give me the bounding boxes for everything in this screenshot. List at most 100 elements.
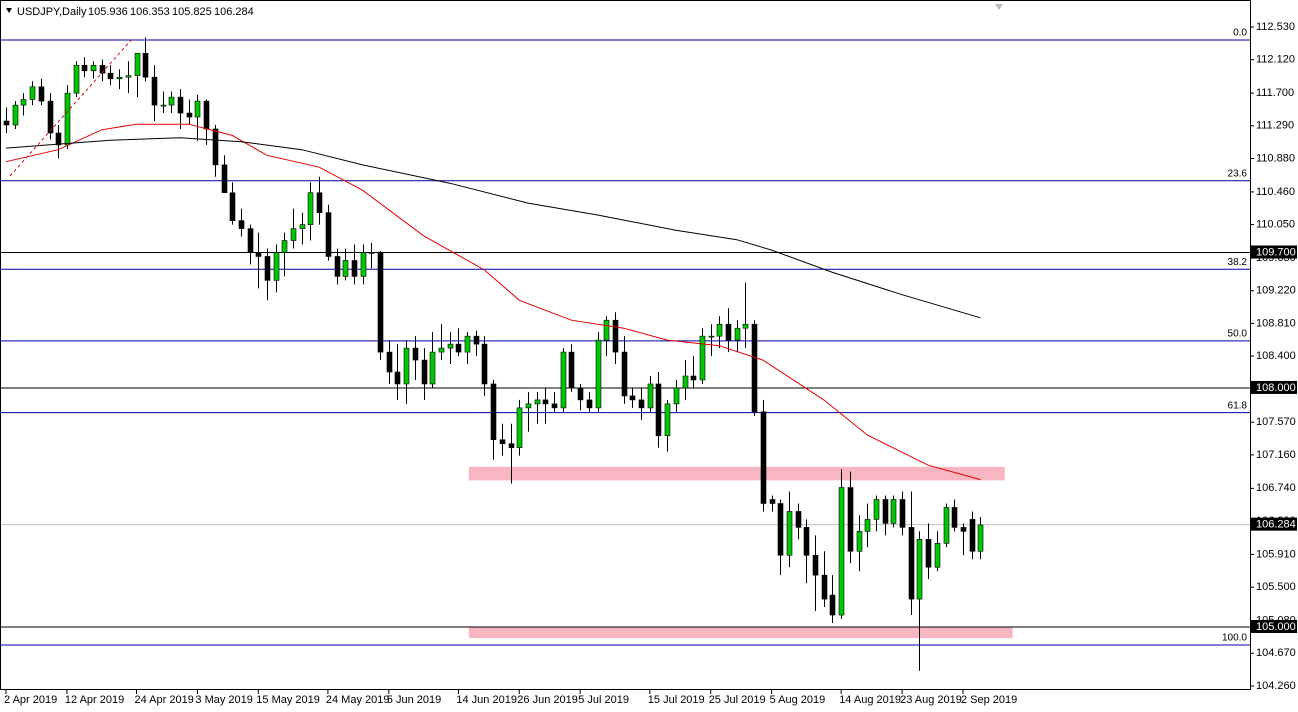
candle-body-down bbox=[812, 554, 819, 576]
y-tick-label: 104.670 bbox=[1256, 647, 1296, 659]
candle-body-down bbox=[186, 112, 193, 118]
candle-body-down bbox=[969, 519, 976, 552]
candle-body-down bbox=[499, 439, 506, 445]
candle-body-down bbox=[960, 527, 967, 532]
candle-body-up bbox=[90, 64, 97, 72]
candle-body-down bbox=[325, 212, 332, 257]
candle-body-down bbox=[255, 252, 262, 257]
candle-body-down bbox=[238, 220, 245, 229]
price-label: 108.000 bbox=[1256, 382, 1296, 394]
candle-body-down bbox=[899, 499, 906, 528]
candle-body-up bbox=[290, 228, 297, 241]
candle-body-up bbox=[73, 64, 80, 94]
candle-body-down bbox=[777, 503, 784, 556]
moving-average bbox=[5, 137, 981, 319]
x-tick-label: 24 Apr 2019 bbox=[135, 694, 194, 706]
candle-body-down bbox=[386, 351, 393, 373]
price-label: 105.000 bbox=[1256, 621, 1296, 633]
candle-body-up bbox=[281, 240, 288, 253]
candle-body-up bbox=[429, 351, 436, 385]
candle-body-up bbox=[360, 252, 367, 277]
menu-arrow[interactable] bbox=[6, 8, 12, 13]
y-tick-label: 108.810 bbox=[1256, 317, 1296, 329]
ohlc-value: 105.936 bbox=[88, 6, 128, 18]
candle-body-down bbox=[3, 120, 10, 126]
candle-body-down bbox=[638, 399, 645, 409]
candle-body-up bbox=[734, 327, 741, 341]
candle-body-down bbox=[455, 343, 462, 353]
candle-body-down bbox=[81, 64, 88, 72]
x-tick-label: 2 Sep 2019 bbox=[961, 694, 1017, 706]
x-tick-label: 5 Jun 2019 bbox=[387, 694, 441, 706]
x-tick-label: 23 Aug 2019 bbox=[900, 694, 962, 706]
fib-label: 0.0 bbox=[1233, 28, 1247, 39]
candle-body-down bbox=[908, 527, 915, 600]
candle-body-up bbox=[708, 335, 715, 338]
x-tick-label: 2 Apr 2019 bbox=[4, 694, 57, 706]
candle-body-up bbox=[516, 407, 523, 449]
candle-body-down bbox=[577, 387, 584, 401]
y-tick-label: 105.500 bbox=[1256, 581, 1296, 593]
price-label: 106.284 bbox=[1256, 519, 1296, 531]
price-label-box bbox=[1251, 517, 1297, 531]
candle-body-up bbox=[977, 524, 984, 552]
candle-body-up bbox=[890, 499, 897, 524]
candle-body-up bbox=[168, 96, 175, 106]
x-tick-label: 5 Jul 2019 bbox=[578, 694, 629, 706]
fib-label: 38.2 bbox=[1228, 257, 1248, 268]
x-tick-label: 5 Aug 2019 bbox=[770, 694, 826, 706]
y-tick-label: 106.740 bbox=[1256, 482, 1296, 494]
candle-body-up bbox=[716, 323, 723, 337]
candle-body-up bbox=[916, 539, 923, 600]
x-tick-label: 14 Aug 2019 bbox=[839, 694, 901, 706]
y-tick-label: 110.050 bbox=[1256, 219, 1295, 231]
candle-body-down bbox=[821, 574, 828, 600]
moving-average bbox=[5, 123, 981, 481]
candle-body-down bbox=[490, 383, 497, 441]
candle-body-up bbox=[525, 403, 532, 409]
candle-body-down bbox=[621, 351, 628, 397]
candle-body-down bbox=[542, 399, 549, 405]
candle-body-down bbox=[47, 100, 54, 134]
ohlc-value: 106.284 bbox=[214, 6, 254, 18]
candle-body-up bbox=[368, 252, 375, 254]
shift-marker[interactable] bbox=[995, 4, 1003, 10]
fib-label: 61.8 bbox=[1228, 400, 1248, 411]
y-tick-label: 110.460 bbox=[1256, 186, 1295, 198]
candle-body-down bbox=[612, 319, 619, 353]
candle-body-up bbox=[64, 92, 71, 146]
x-tick-label: 12 Apr 2019 bbox=[65, 694, 124, 706]
candle-body-down bbox=[221, 164, 228, 194]
candle-body-up bbox=[464, 335, 471, 353]
candle-body-down bbox=[725, 323, 732, 341]
fib-label: 50.0 bbox=[1228, 329, 1248, 340]
candle-body-down bbox=[481, 343, 488, 385]
candle-body-down bbox=[473, 335, 480, 345]
candle-body-down bbox=[99, 64, 106, 74]
y-tick-label: 112.120 bbox=[1256, 54, 1295, 66]
candle-body-down bbox=[829, 594, 836, 616]
y-tick-label: 112.530 bbox=[1256, 21, 1295, 33]
candle-body-down bbox=[690, 375, 697, 381]
x-tick-label: 26 Jun 2019 bbox=[517, 694, 578, 706]
candle-body-down bbox=[412, 347, 419, 361]
candle-body-up bbox=[20, 99, 27, 106]
candle-body-up bbox=[742, 323, 749, 329]
candle-body-down bbox=[177, 96, 184, 114]
y-tick-label: 107.570 bbox=[1256, 416, 1296, 428]
candle-body-down bbox=[803, 527, 810, 556]
candle-body-down bbox=[55, 132, 62, 146]
candle-body-up bbox=[943, 507, 950, 544]
candle-body-down bbox=[508, 443, 515, 449]
candle-body-down bbox=[38, 86, 45, 102]
candle-body-down bbox=[377, 252, 384, 353]
candle-body-up bbox=[603, 319, 610, 341]
candle-body-up bbox=[125, 75, 132, 78]
support-resistance-zone bbox=[468, 626, 1013, 639]
candle-body-down bbox=[751, 323, 758, 413]
candle-body-up bbox=[664, 403, 671, 437]
x-tick-label: 3 May 2019 bbox=[195, 694, 252, 706]
ohlc-value: 106.353 bbox=[130, 6, 170, 18]
candle-body-down bbox=[568, 351, 575, 389]
